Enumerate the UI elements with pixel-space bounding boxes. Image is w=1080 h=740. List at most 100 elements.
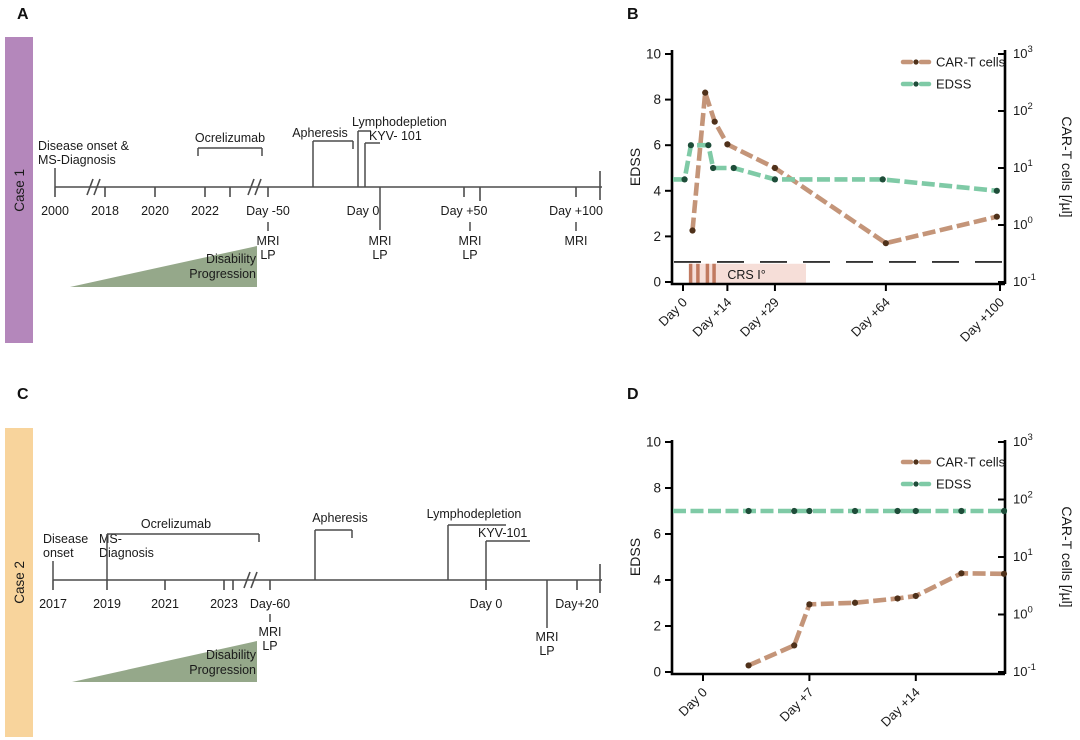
event-label: Apheresis — [292, 126, 348, 140]
right-tick-label: 103 — [1013, 44, 1033, 61]
left-tick-label: 8 — [653, 481, 661, 496]
data-point — [894, 507, 901, 515]
case-2-bar: Case 2 — [5, 428, 33, 737]
data-point — [879, 176, 886, 183]
timeline-tick-label: 2023 — [210, 597, 238, 611]
timeline-tick-label: Day 0 — [470, 597, 503, 611]
timeline-tick-label: 2020 — [141, 204, 169, 218]
timeline-case-2: 2017 2019 2021 2023 Day-60 Day 0 Day+20 Disease… — [39, 507, 602, 682]
left-axis-title: EDSS — [627, 148, 643, 186]
timeline-tick-label: 2021 — [151, 597, 179, 611]
data-point — [724, 141, 731, 148]
legend-marker-dot — [913, 459, 919, 465]
exam-label: LP — [262, 639, 277, 653]
data-point — [806, 601, 813, 608]
exam-label: LP — [372, 248, 387, 262]
left-tick-label: 10 — [646, 435, 661, 450]
data-point — [702, 89, 709, 96]
timeline-tick-label: Day -50 — [246, 204, 290, 218]
panel-a-letter: A — [17, 6, 29, 23]
right-tick-label: 102 — [1013, 101, 1033, 118]
timeline-tick-label: 2017 — [39, 597, 67, 611]
right-tick-label: 100 — [1013, 215, 1033, 232]
axis-break-icon — [93, 178, 101, 196]
event-label: Diagnosis — [99, 546, 154, 560]
right-tick-label: 100 — [1013, 605, 1033, 622]
crs-event-bar — [705, 263, 710, 283]
legend-label: CAR-T cells — [936, 55, 1006, 70]
disability-progression-triangle — [70, 246, 257, 287]
legend-label: CAR-T cells — [936, 455, 1006, 470]
data-point — [689, 227, 696, 234]
legend-marker-dot — [913, 481, 919, 487]
left-tick-label: 0 — [653, 275, 661, 290]
data-point — [771, 176, 779, 183]
event-label: MS-Diagnosis — [38, 153, 116, 167]
event-label: onset — [43, 546, 74, 560]
data-point — [993, 213, 1000, 220]
left-bottom-axis — [670, 50, 1005, 286]
data-point — [912, 592, 919, 600]
exam-label: LP — [260, 248, 275, 262]
chart-panel-b: CRS I° 0 2 4 6 8 10 103 102 101 100 10-1 EDSS CAR-T c… — [627, 44, 1075, 345]
timeline-tick-label: 2000 — [41, 204, 69, 218]
exam-label: MRI — [536, 630, 559, 644]
data-point — [791, 642, 798, 649]
series-line-car-t-cells — [747, 571, 1005, 668]
data-point — [851, 599, 859, 606]
axis-break-icon — [243, 571, 251, 589]
left-tick-label: 4 — [653, 573, 661, 588]
legend-marker-dot — [913, 59, 919, 65]
data-point — [958, 507, 965, 515]
crs-event-bar — [712, 263, 716, 283]
event-label: KYV-101 — [478, 526, 527, 540]
data-point — [993, 187, 1000, 194]
series-line-edss — [673, 142, 998, 194]
data-point — [745, 507, 752, 515]
event-label: Disease onset & — [38, 139, 130, 153]
legend-marker-dot — [913, 81, 919, 87]
right-tick-label: 10-1 — [1013, 662, 1036, 679]
exam-label: MRI — [257, 234, 280, 248]
right-axis-title: CAR-T cells [/µl] — [1059, 116, 1075, 217]
chart-panel-d: 0 2 4 6 8 10 103 102 101 100 10-1 EDSS CAR-T cells [… — [627, 432, 1075, 730]
axis-break-icon — [86, 178, 94, 196]
right-tick-label: 102 — [1013, 490, 1033, 507]
disability-progression-triangle — [72, 641, 257, 682]
legend-label: EDSS — [936, 77, 972, 92]
data-point — [958, 570, 965, 577]
triangle-label: Disability — [206, 648, 257, 662]
right-axis-title: CAR-T cells [/µl] — [1059, 506, 1075, 607]
right-tick-label: 103 — [1013, 432, 1033, 449]
exam-label: MRI — [459, 234, 482, 248]
left-tick-label: 10 — [646, 47, 661, 62]
event-label: MS- — [99, 532, 122, 546]
data-point — [681, 176, 688, 183]
left-tick-label: 8 — [653, 92, 661, 107]
x-tick-label: Day 0 — [675, 685, 710, 720]
panel-b-letter: B — [627, 6, 639, 23]
left-tick-label: 6 — [653, 138, 661, 153]
left-tick-label: 2 — [653, 619, 661, 634]
data-point — [730, 164, 737, 172]
data-point — [771, 164, 779, 172]
event-label: Ocrelizumab — [141, 517, 211, 531]
data-point — [851, 507, 859, 515]
timeline-tick-label: Day+20 — [555, 597, 598, 611]
data-point — [687, 142, 695, 149]
exam-label: LP — [462, 248, 477, 262]
left-tick-label: 0 — [653, 665, 661, 680]
left-tick-label: 6 — [653, 527, 661, 542]
timeline-tick-label: Day +100 — [549, 204, 603, 218]
panel-d-letter: D — [627, 386, 639, 403]
left-axis-title: EDSS — [627, 538, 643, 576]
panel-c-letter: C — [17, 386, 29, 403]
event-label: Ocrelizumab — [195, 131, 265, 145]
axis-break-icon — [254, 178, 262, 196]
triangle-label: Disability — [206, 252, 257, 266]
triangle-label: Progression — [189, 663, 256, 677]
right-tick-label: 101 — [1013, 158, 1033, 175]
timeline-tick-label: Day +50 — [441, 204, 488, 218]
